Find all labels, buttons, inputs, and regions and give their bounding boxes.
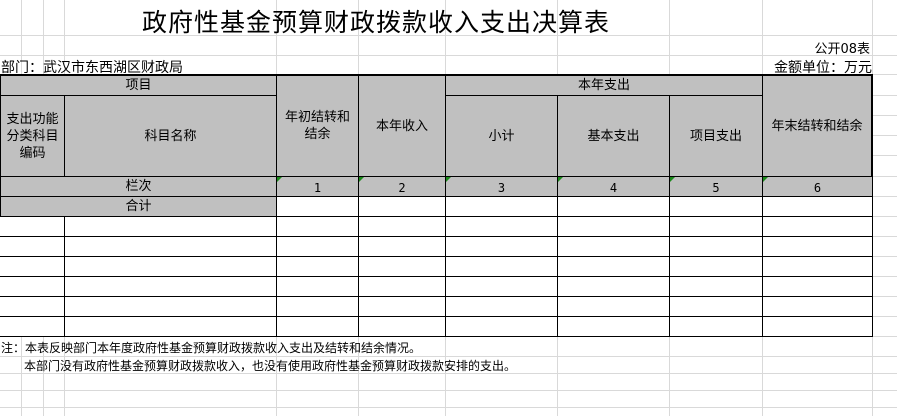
data-cell[interactable] — [0, 256, 65, 277]
data-cell[interactable] — [358, 296, 446, 317]
header-expense: 本年支出 — [445, 75, 763, 96]
header-closing: 年末结转和结余 — [762, 75, 872, 177]
data-cell[interactable] — [669, 236, 763, 257]
comment-marker-icon — [558, 177, 563, 182]
gridline — [0, 35, 897, 36]
data-cell[interactable] — [64, 216, 277, 237]
data-cell[interactable] — [762, 236, 873, 257]
header-code: 支出功能分类科目编码 — [0, 95, 65, 177]
data-cell[interactable] — [669, 256, 763, 277]
data-cell[interactable] — [358, 316, 446, 337]
data-cell[interactable] — [557, 296, 670, 317]
total-cell[interactable] — [358, 196, 446, 217]
data-cell[interactable] — [358, 276, 446, 297]
total-label: 合计 — [0, 196, 277, 217]
data-cell[interactable] — [358, 216, 446, 237]
data-cell[interactable] — [0, 316, 65, 337]
data-cell[interactable] — [762, 316, 873, 337]
gridline — [0, 390, 897, 391]
column-number: 3 — [497, 180, 506, 195]
comment-marker-icon — [670, 177, 675, 182]
data-cell[interactable] — [445, 296, 558, 317]
header-item: 项目 — [0, 75, 277, 96]
data-cell[interactable] — [358, 236, 446, 257]
column-number-cell: 5 — [669, 176, 763, 197]
data-cell[interactable] — [445, 216, 558, 237]
note-line-2: 本部门没有政府性基金预算财政拨款收入，也没有使用政府性基金预算财政拨款安排的支出… — [24, 359, 517, 373]
data-cell[interactable] — [669, 316, 763, 337]
data-cell[interactable] — [762, 276, 873, 297]
header-basic: 基本支出 — [557, 95, 670, 177]
data-cell[interactable] — [557, 276, 670, 297]
column-number-cell: 6 — [762, 176, 873, 197]
comment-marker-icon — [359, 177, 364, 182]
header-opening: 年初结转和结余 — [276, 75, 359, 177]
gridline — [0, 356, 897, 357]
gridline — [0, 55, 897, 56]
data-cell[interactable] — [762, 296, 873, 317]
data-cell[interactable] — [557, 216, 670, 237]
data-cell[interactable] — [64, 296, 277, 317]
column-number: 6 — [813, 180, 822, 195]
form-number: 公开08表 — [814, 42, 870, 57]
data-cell[interactable] — [276, 256, 359, 277]
total-cell[interactable] — [276, 196, 359, 217]
data-cell[interactable] — [64, 316, 277, 337]
data-cell[interactable] — [0, 236, 65, 257]
data-cell[interactable] — [557, 256, 670, 277]
column-number-cell: 4 — [557, 176, 670, 197]
total-cell[interactable] — [669, 196, 763, 217]
data-cell[interactable] — [0, 276, 65, 297]
column-number: 1 — [313, 180, 322, 195]
column-number-cell: 3 — [445, 176, 558, 197]
data-cell[interactable] — [445, 316, 558, 337]
amount-unit: 金额单位：万元 — [774, 60, 872, 76]
data-cell[interactable] — [276, 216, 359, 237]
data-cell[interactable] — [445, 256, 558, 277]
data-cell[interactable] — [64, 276, 277, 297]
total-cell[interactable] — [445, 196, 558, 217]
comment-marker-icon — [277, 177, 282, 182]
data-cell[interactable] — [276, 276, 359, 297]
data-cell[interactable] — [762, 256, 873, 277]
data-cell[interactable] — [669, 216, 763, 237]
data-cell[interactable] — [669, 296, 763, 317]
note-line-1: 注：本表反映部门本年度政府性基金预算财政拨款收入支出及结转和结余情况。 — [1, 341, 422, 355]
column-number: 4 — [609, 180, 618, 195]
page-title: 政府性基金预算财政拨款收入支出决算表 — [142, 8, 611, 37]
data-cell[interactable] — [669, 276, 763, 297]
column-number: 2 — [398, 180, 406, 195]
gridline — [0, 407, 897, 408]
comment-marker-icon — [446, 177, 451, 182]
data-cell[interactable] — [276, 316, 359, 337]
data-cell[interactable] — [276, 296, 359, 317]
column-number-cell: 2 — [358, 176, 446, 197]
header-project: 项目支出 — [669, 95, 763, 177]
comment-marker-icon — [763, 177, 768, 182]
data-cell[interactable] — [358, 256, 446, 277]
header-income: 本年收入 — [358, 75, 446, 177]
header-subtotal: 小计 — [445, 95, 558, 177]
total-cell[interactable] — [762, 196, 873, 217]
column-number: 5 — [712, 180, 720, 195]
department-label: 部门：武汉市东西湖区财政局 — [1, 60, 183, 76]
gridline — [0, 373, 897, 374]
data-cell[interactable] — [445, 236, 558, 257]
data-cell[interactable] — [0, 216, 65, 237]
data-cell[interactable] — [557, 316, 670, 337]
data-cell[interactable] — [445, 276, 558, 297]
data-cell[interactable] — [0, 296, 65, 317]
column-number-cell: 1 — [276, 176, 359, 197]
data-cell[interactable] — [276, 236, 359, 257]
total-cell[interactable] — [557, 196, 670, 217]
data-cell[interactable] — [64, 256, 277, 277]
header-name: 科目名称 — [64, 95, 277, 177]
data-cell[interactable] — [64, 236, 277, 257]
column-label: 栏次 — [0, 176, 277, 197]
data-cell[interactable] — [762, 216, 873, 237]
data-cell[interactable] — [557, 236, 670, 257]
